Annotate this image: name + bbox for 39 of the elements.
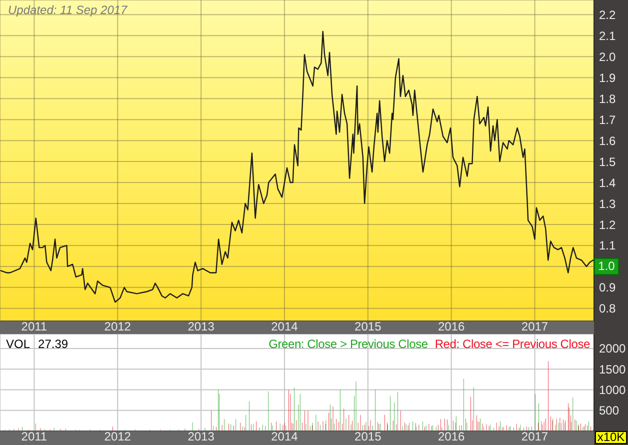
chart-title: VOL — [6, 337, 30, 351]
x-tick-label: 2016 — [438, 320, 466, 334]
x-tick-label: 2014 — [271, 430, 298, 444]
annotation: Updated: 11 Sep 2017 — [8, 3, 128, 17]
y-tick-label: 1.4 — [599, 176, 616, 190]
x-tick-label: 2015 — [354, 320, 382, 334]
y-tick-label: 2000 — [599, 342, 626, 356]
annotation: 1.0 — [598, 259, 615, 274]
y-tick-label: 0.9 — [599, 280, 616, 295]
y-tick-label: 1.9 — [599, 70, 616, 85]
y-tick-label: 1.2 — [599, 218, 616, 232]
x-tick-label: 2012 — [104, 320, 132, 334]
y-tick-label: 1000 — [599, 382, 626, 397]
y-tick-label: 2.1 — [599, 28, 616, 43]
x-tick-label: 2016 — [438, 430, 466, 444]
y-tick-label: 2.0 — [599, 50, 616, 64]
text: Red: Close <= Previous Close — [434, 337, 590, 351]
x-tick-label: 2012 — [104, 430, 132, 444]
annotation: 27.39 — [38, 337, 68, 351]
x-tick-label: 2013 — [188, 320, 215, 334]
y-tick-label: 1500 — [599, 362, 626, 376]
text: Green: Close > Previous Close — [268, 337, 428, 351]
y-tick-label: 0.8 — [599, 302, 616, 316]
x-tick-label: 2015 — [354, 430, 382, 444]
y-tick-label: 1.6 — [599, 134, 616, 148]
y-tick-label: 2.2 — [599, 8, 616, 22]
x-tick-label: 2014 — [271, 320, 298, 334]
x-tick-label: 2017 — [521, 320, 548, 334]
y-tick-label: 1.5 — [599, 154, 616, 169]
y-tick-label: 1.1 — [599, 238, 616, 253]
x-tick-label: 2011 — [21, 320, 48, 334]
y-tick-label: 1.3 — [599, 196, 616, 211]
y-tick-label: 1.7 — [599, 112, 616, 127]
x-tick-label: 2017 — [521, 430, 548, 444]
y-axis-title: x10K — [597, 430, 625, 444]
x-tick-label: 2013 — [188, 430, 215, 444]
y-tick-label: 500 — [599, 404, 620, 418]
x-tick-label: 2011 — [21, 430, 48, 444]
y-tick-label: 1.8 — [599, 92, 616, 106]
